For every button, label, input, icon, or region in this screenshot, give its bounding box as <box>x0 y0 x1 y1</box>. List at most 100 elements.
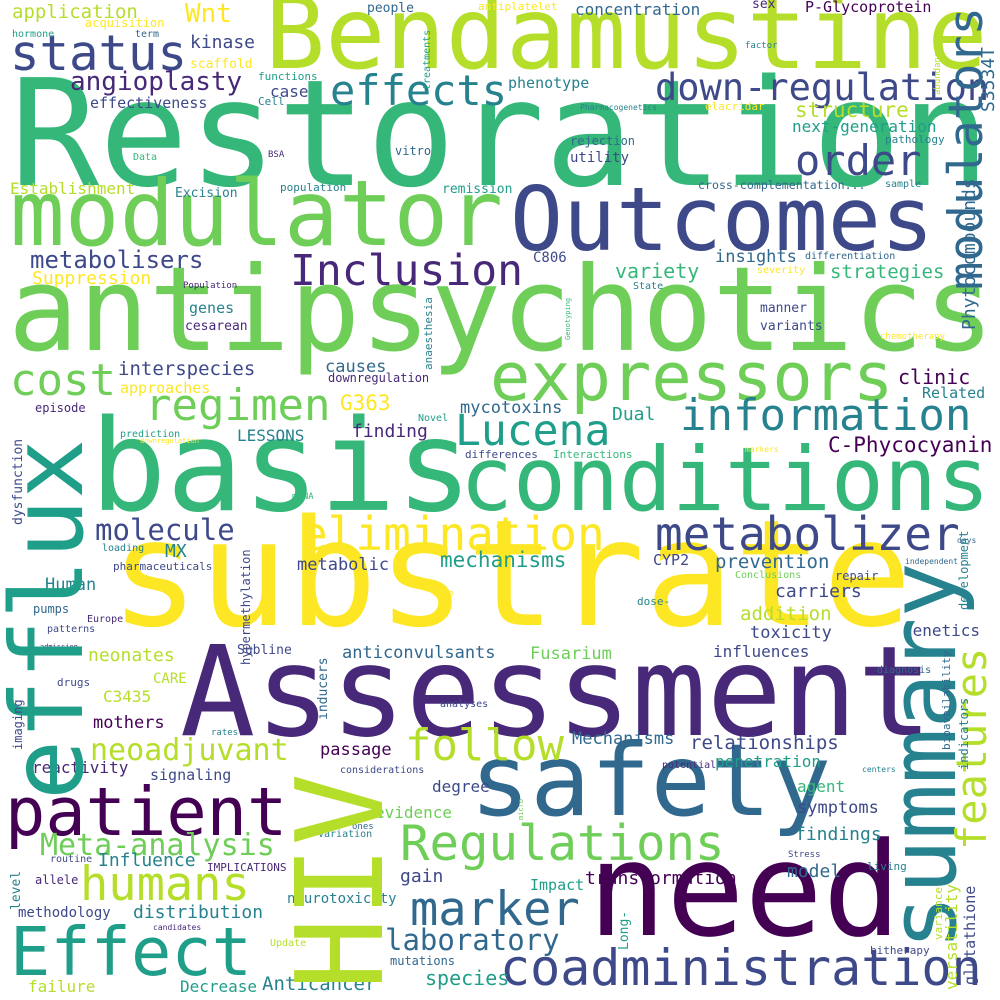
word: HIV <box>272 773 411 990</box>
word: acquisition <box>85 16 164 30</box>
word: mycotoxins <box>460 398 562 418</box>
word: methodology <box>18 905 111 921</box>
word: Long- <box>617 911 632 950</box>
word: indicators <box>957 698 971 770</box>
word: Anticancer <box>262 973 376 995</box>
word: potential <box>662 760 716 771</box>
word: pathology <box>885 133 945 146</box>
word: coadministration <box>500 939 982 997</box>
word: cesarean <box>185 319 248 334</box>
word: influences <box>713 642 809 661</box>
word: candidates <box>153 923 201 932</box>
word: finding <box>352 421 428 442</box>
word: transformation <box>585 868 737 889</box>
word: angioplasty <box>70 67 242 97</box>
word: Influence <box>98 850 196 871</box>
word: downregulation <box>140 437 199 445</box>
word: penetration <box>715 752 821 771</box>
word: P-Glycoprotein <box>805 0 931 16</box>
word: interspecies <box>118 358 255 380</box>
word: treatments <box>422 30 433 90</box>
word: carriers <box>775 581 862 602</box>
word: Restoration <box>10 48 990 220</box>
word: factor <box>745 41 778 51</box>
word: micro <box>517 799 525 820</box>
word: admission <box>40 643 78 651</box>
word: agent <box>797 777 845 796</box>
word: Genotyping <box>564 298 572 340</box>
word: marker <box>410 882 580 937</box>
word: Meta-analysis <box>40 828 275 863</box>
word: laboratory <box>385 923 560 957</box>
word: abundance <box>933 46 943 95</box>
word: Mechanisms <box>572 729 674 749</box>
word: basis <box>90 392 472 540</box>
word: metabolizer <box>655 507 960 561</box>
word: strategies <box>830 261 944 283</box>
word: next-generation <box>792 117 937 136</box>
word: Impact <box>530 876 584 894</box>
word: Population <box>183 281 237 291</box>
word: markers <box>745 445 779 454</box>
word: considerations <box>340 765 424 776</box>
word: S3534T <box>978 47 999 112</box>
word: G363 <box>340 391 391 415</box>
word: Wnt <box>185 0 232 29</box>
word: metabolic <box>297 555 389 575</box>
word: Excision <box>175 186 238 201</box>
word: sex <box>752 0 776 12</box>
word: level <box>9 871 24 910</box>
word: differentiation <box>805 251 895 262</box>
word: C3435 <box>103 687 151 706</box>
word: functions <box>258 70 318 83</box>
word: Dual <box>612 404 655 425</box>
word: Cell <box>258 95 285 108</box>
word: centers <box>862 765 896 774</box>
word: C806 <box>533 250 567 266</box>
word: drugs <box>57 676 90 689</box>
word: approaches <box>120 379 210 397</box>
word: humans <box>80 857 250 912</box>
word: kinase <box>190 32 255 53</box>
word: hormone <box>12 29 54 40</box>
word: model <box>787 861 841 882</box>
word: Data <box>133 152 157 163</box>
word: Human <box>45 575 96 595</box>
word: utility <box>570 150 629 166</box>
word: anaesthesia <box>422 297 435 370</box>
word: passage <box>320 740 392 760</box>
word: degree <box>432 777 490 796</box>
word: Inclusion <box>290 246 523 296</box>
word: repair <box>835 569 878 583</box>
word: imaging <box>11 699 25 750</box>
word: follow <box>405 720 564 771</box>
word: LESSONS <box>237 426 304 445</box>
word: status <box>10 25 187 82</box>
word: elacridar <box>705 100 765 113</box>
word: induction <box>302 874 362 887</box>
word: Novel <box>418 413 448 424</box>
word: chemotherapy <box>880 332 946 342</box>
word: phenotype <box>508 74 589 92</box>
word: population <box>280 181 346 194</box>
word: efflux <box>0 439 106 800</box>
word: structure <box>795 98 909 122</box>
word: variation <box>318 829 372 840</box>
word: BSA <box>268 150 285 160</box>
word: neonates <box>88 645 175 666</box>
word: clinic <box>898 365 970 389</box>
word: Pharmacogenetics <box>580 103 657 112</box>
word: living <box>867 860 907 873</box>
word: mothers <box>93 713 165 733</box>
word: people <box>367 1 414 16</box>
word: variance <box>932 887 945 940</box>
word: patient <box>5 773 287 851</box>
word: cross-complementation... <box>698 178 866 192</box>
word: Establishment <box>10 179 135 198</box>
word: versatility <box>942 884 961 990</box>
word: IMPLICATIONS <box>207 861 286 874</box>
word: need <box>588 814 901 966</box>
word: allele <box>35 873 78 887</box>
word: inducers <box>316 657 331 720</box>
